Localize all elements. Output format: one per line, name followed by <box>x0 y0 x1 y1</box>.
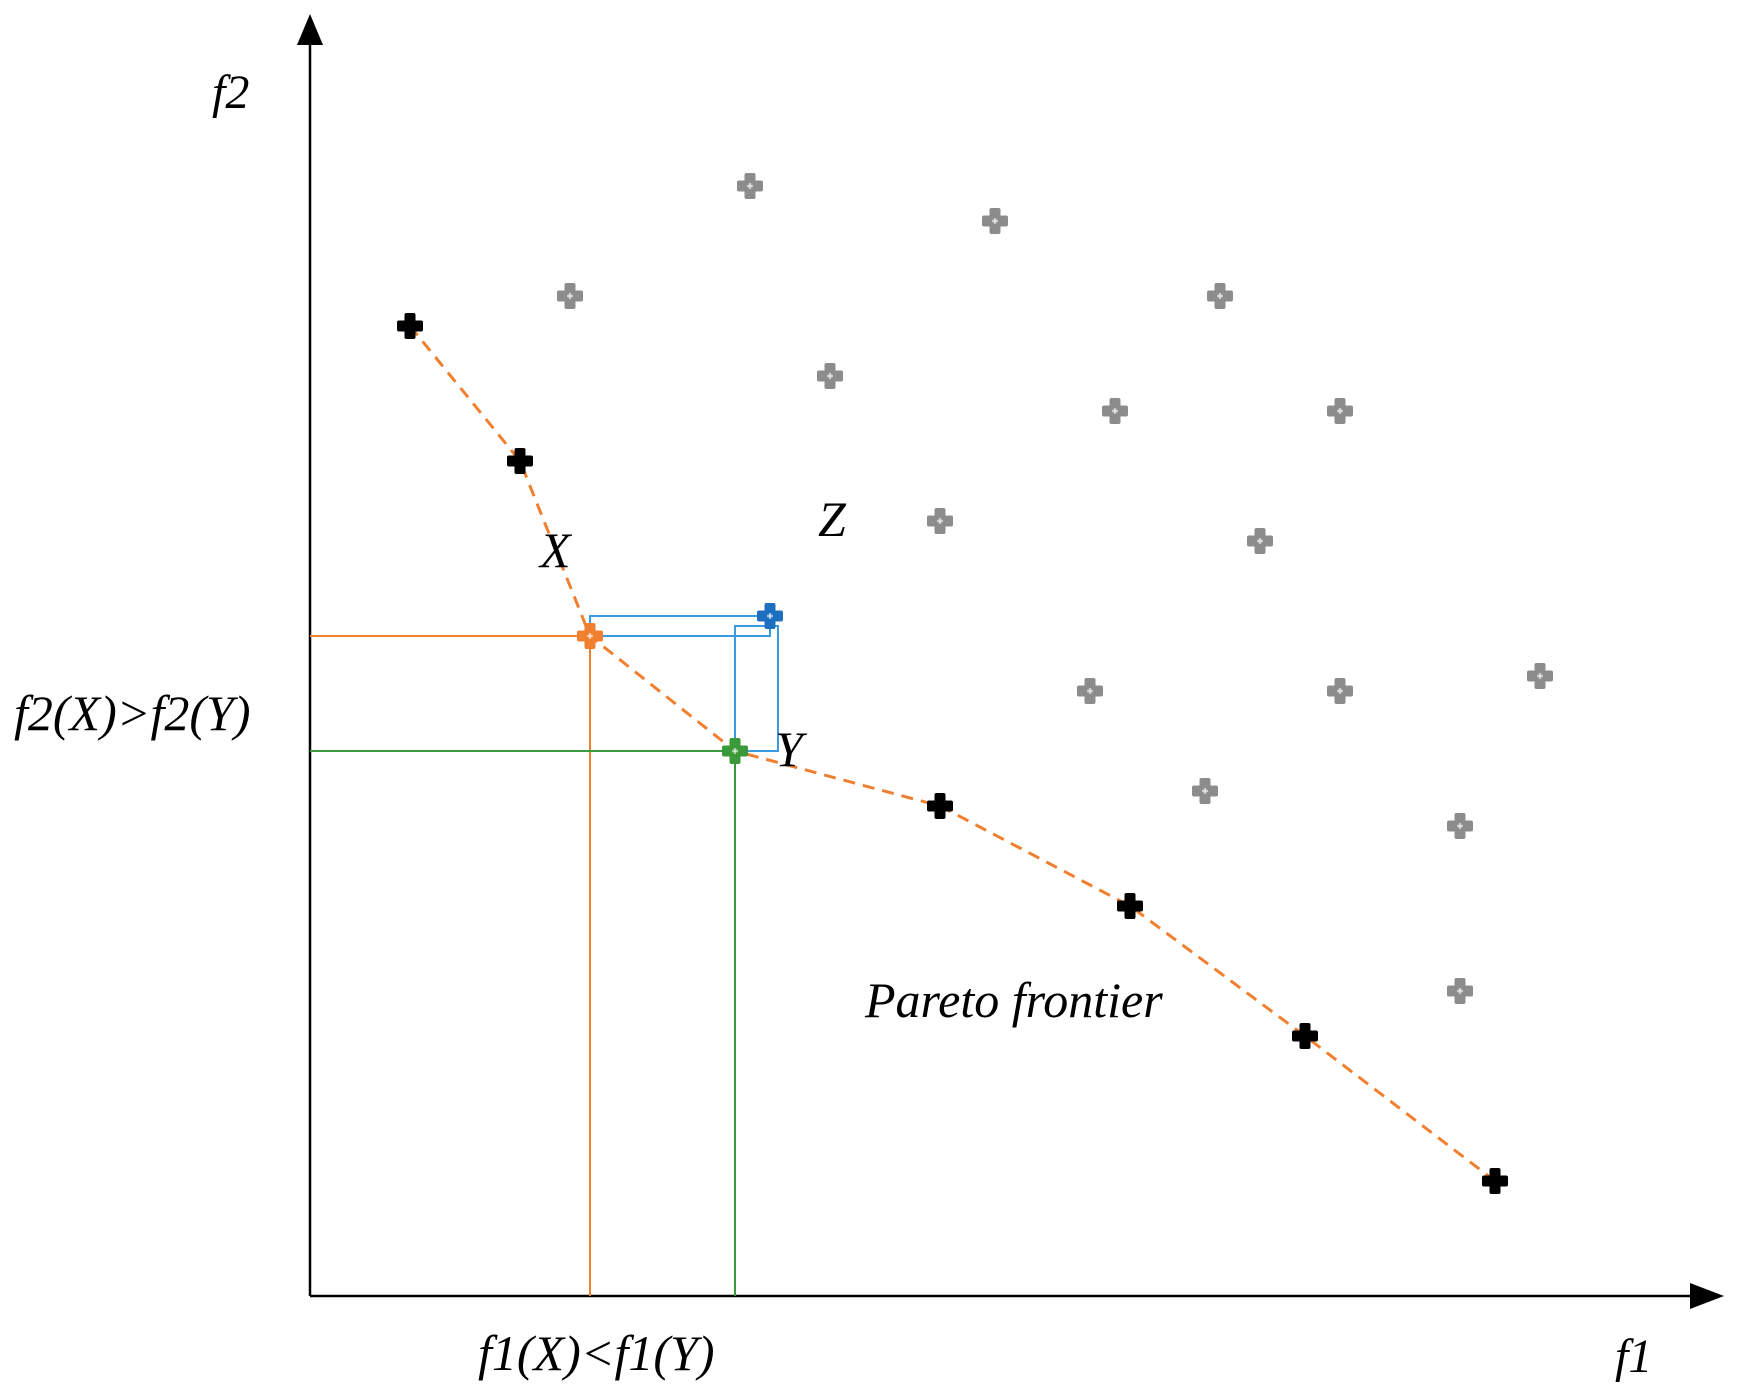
y-axis-arrow <box>297 14 323 45</box>
pareto-frontier-line <box>408 325 1496 1183</box>
x-axis-label: f1 <box>1615 1330 1652 1383</box>
dominated-point-plus-icon <box>1192 778 1218 804</box>
axes <box>297 14 1724 1309</box>
dominated-point-plus-icon <box>927 508 953 534</box>
point-y-plus-icon <box>722 738 748 764</box>
reference-lines <box>310 615 779 1296</box>
dominated-point-plus-icon <box>1102 398 1128 424</box>
pareto-point-plus-icon <box>397 313 423 339</box>
pareto-point-plus-icon <box>927 793 953 819</box>
f2-comparison-label: f2(X)>f2(Y) <box>14 685 250 741</box>
dominated-points <box>557 173 1553 1004</box>
dominated-point-plus-icon <box>737 173 763 199</box>
dominated-point-plus-icon <box>1527 663 1553 689</box>
dominated-point-plus-icon <box>817 363 843 389</box>
dominated-point-plus-icon <box>1077 678 1103 704</box>
dominated-point-plus-icon <box>1327 678 1353 704</box>
dominated-point-plus-icon <box>982 208 1008 234</box>
dominated-point-plus-icon <box>557 283 583 309</box>
dominated-point-plus-icon <box>1447 978 1473 1004</box>
point-z-plus-icon <box>757 603 783 629</box>
point-y-label: Y <box>775 721 808 777</box>
pareto-point-plus-icon <box>1482 1168 1508 1194</box>
dominated-point-plus-icon <box>1447 813 1473 839</box>
f1-comparison-label: f1(X)<f1(Y) <box>478 1325 714 1381</box>
z-y-dominance-box <box>734 625 779 752</box>
pareto-point-plus-icon <box>1292 1023 1318 1049</box>
pareto-point-plus-icon <box>1117 893 1143 919</box>
point-x-plus-icon <box>577 623 603 649</box>
highlighted-points <box>577 603 783 764</box>
x-axis-arrow <box>1690 1283 1724 1309</box>
dominated-point-plus-icon <box>1327 398 1353 424</box>
dominated-point-plus-icon <box>1247 528 1273 554</box>
dominated-point-plus-icon <box>1207 283 1233 309</box>
frontier-label: Pareto frontier <box>864 972 1163 1028</box>
point-z-label: Z <box>818 491 847 547</box>
point-x-label: X <box>538 522 573 578</box>
y-axis-label: f2 <box>212 66 249 119</box>
pareto-points <box>397 313 1508 1194</box>
